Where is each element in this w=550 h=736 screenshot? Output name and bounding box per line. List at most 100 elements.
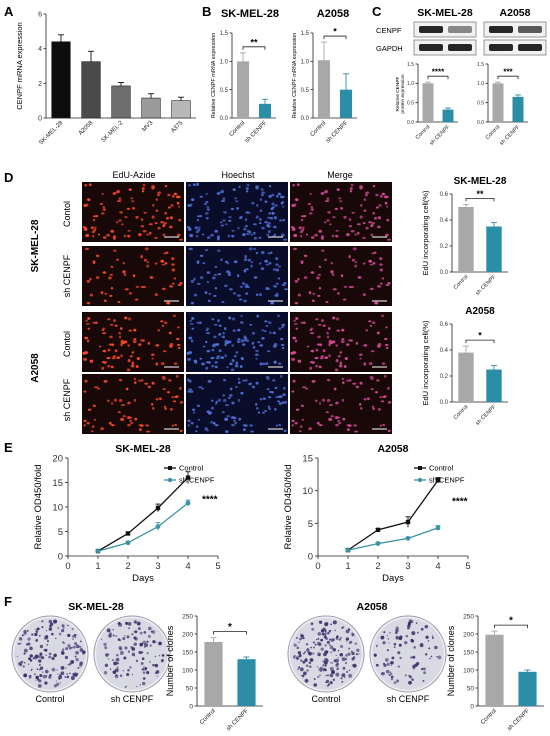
panel-letter-b: B — [202, 4, 211, 19]
y-tick-label: 1.5 — [477, 62, 484, 68]
cell — [93, 418, 97, 421]
colony — [79, 640, 82, 643]
colony — [322, 664, 325, 667]
cell — [327, 327, 331, 330]
cell — [90, 226, 94, 230]
colony — [425, 635, 429, 639]
cell — [210, 420, 214, 424]
cell — [350, 183, 354, 187]
cell — [130, 197, 133, 200]
colony — [310, 622, 314, 626]
cell — [205, 366, 209, 370]
cell — [266, 233, 270, 237]
cell — [158, 397, 162, 400]
cell — [264, 320, 268, 323]
cell — [326, 197, 330, 201]
colony — [51, 656, 55, 661]
cell — [169, 225, 173, 229]
cell — [363, 198, 367, 201]
blot-band — [448, 44, 472, 51]
category-label: MV3 — [141, 120, 154, 133]
cell — [299, 425, 303, 428]
cell — [141, 190, 145, 193]
y-tick-label: 6 — [38, 11, 42, 18]
x-tick-label: 0 — [315, 561, 320, 572]
cell — [238, 417, 242, 421]
micrograph-tile — [82, 374, 184, 434]
cell — [199, 276, 204, 280]
cell — [301, 228, 305, 232]
cell — [116, 356, 121, 359]
colony — [53, 653, 57, 658]
cell — [126, 207, 131, 210]
cell — [228, 316, 232, 320]
cell — [273, 216, 278, 220]
colony — [355, 653, 359, 656]
cell — [354, 430, 358, 433]
colony — [420, 667, 424, 671]
colony — [313, 678, 316, 680]
bar-sk-mel-28 — [51, 41, 71, 119]
colony — [149, 644, 152, 647]
colony — [330, 638, 334, 642]
blot-band — [489, 26, 513, 33]
colony — [158, 654, 161, 657]
cell — [206, 208, 210, 211]
significance-label: * — [478, 331, 482, 341]
cell — [206, 332, 210, 335]
cell — [187, 378, 190, 382]
cell — [248, 231, 252, 234]
cell — [258, 222, 262, 225]
cell — [140, 255, 143, 259]
y-tick-label: 0.0 — [440, 400, 449, 406]
cell — [270, 207, 274, 211]
cell — [224, 343, 227, 347]
cell — [350, 229, 355, 233]
colony — [330, 623, 332, 626]
cell — [319, 357, 324, 360]
chart-d-title: SK-MEL-28 — [454, 176, 507, 187]
cell — [145, 424, 149, 427]
cell — [272, 331, 276, 335]
colony — [127, 622, 132, 626]
colony — [141, 667, 145, 671]
blot-row-gapdh: GAPDH — [376, 44, 403, 53]
cell — [291, 357, 295, 361]
colony — [154, 655, 157, 658]
colony — [140, 662, 144, 665]
cell — [163, 321, 168, 324]
colony — [58, 632, 62, 636]
cell — [174, 424, 177, 426]
category-label: Control — [309, 120, 327, 138]
cell — [278, 327, 282, 331]
cell — [211, 318, 215, 321]
cell — [283, 282, 287, 285]
cell — [169, 216, 174, 220]
cell — [89, 277, 92, 281]
colony — [129, 666, 132, 669]
colony — [389, 671, 392, 674]
cell — [237, 377, 241, 381]
cell — [261, 329, 265, 332]
cell — [162, 224, 166, 228]
cell — [149, 276, 154, 279]
cell — [171, 282, 175, 285]
x-tick-label: 1 — [345, 561, 350, 572]
cell — [135, 365, 139, 368]
cell — [346, 233, 350, 237]
y-tick-label: 0 — [189, 703, 193, 710]
row-label-1: Contol — [62, 201, 72, 227]
cell — [250, 233, 254, 236]
cell — [245, 187, 249, 190]
y-axis-label: EdU incorporating cell(%) — [421, 320, 430, 406]
colony — [77, 666, 80, 669]
cell — [120, 354, 123, 358]
cell — [243, 258, 248, 262]
cell — [346, 343, 350, 346]
cell — [312, 299, 315, 303]
cell — [91, 430, 94, 433]
colony — [411, 631, 416, 636]
cell — [160, 221, 164, 224]
cell — [167, 390, 171, 394]
legend-marker — [167, 477, 173, 483]
